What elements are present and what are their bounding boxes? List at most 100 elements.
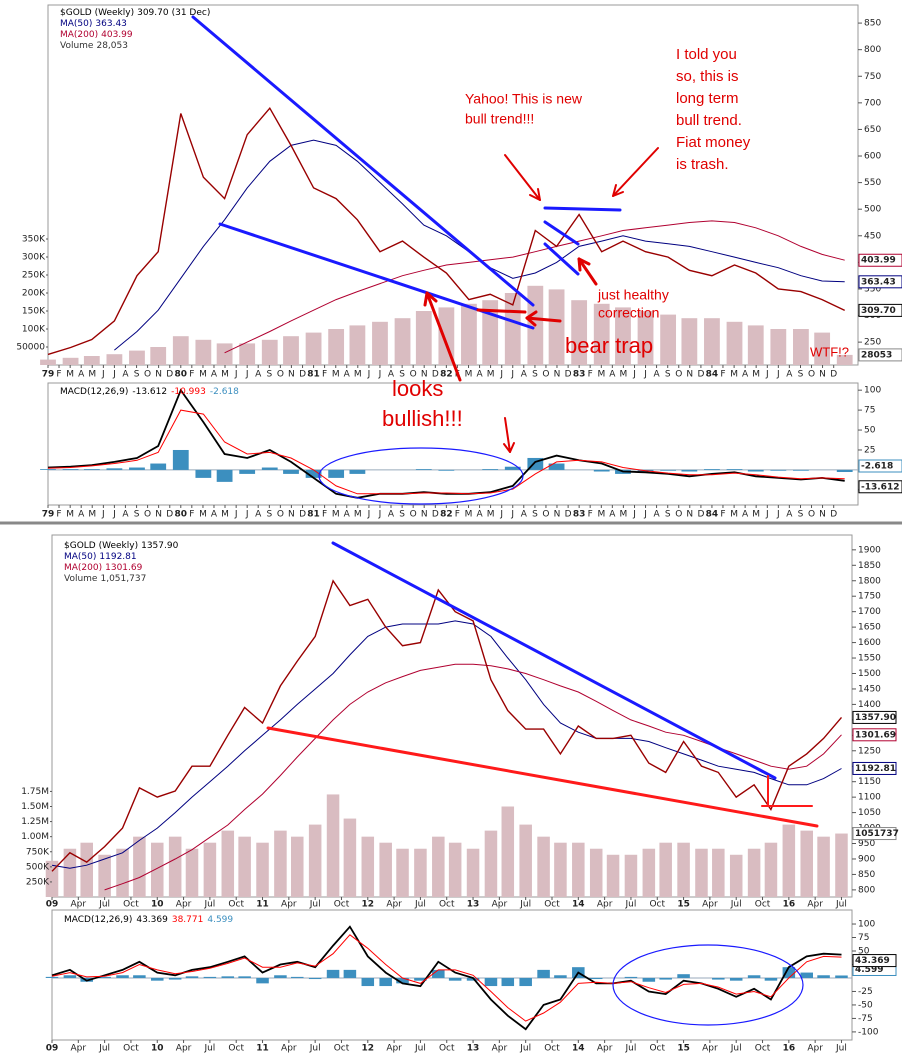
volume-bar xyxy=(835,833,848,897)
x-tick-label: O xyxy=(277,510,284,520)
y-tick-label: 600 xyxy=(864,152,881,162)
volume-bar xyxy=(396,848,409,897)
x-tick-label: N xyxy=(819,510,826,520)
x-tick-label: 81 xyxy=(307,370,320,380)
volume-bar xyxy=(133,836,146,897)
macd-tick-label: -50 xyxy=(858,1000,873,1010)
volume-bar xyxy=(836,354,853,365)
x-tick-label: F xyxy=(56,510,61,520)
price-tag: 1357.90 xyxy=(855,713,896,723)
y-tick-label: 1650 xyxy=(858,623,881,633)
legend-entry: MA(50) 363.43 xyxy=(60,19,127,29)
macd-tick-label: 25 xyxy=(864,445,875,455)
x-tick-label: O xyxy=(410,370,417,380)
volume-bar xyxy=(291,836,304,897)
macd-histogram-bar xyxy=(343,969,357,978)
macd-line xyxy=(47,409,845,495)
x-tick-label: O xyxy=(808,370,815,380)
x-tick-label: D xyxy=(299,370,306,380)
x-tick-label: S xyxy=(532,370,538,380)
annotation: correction xyxy=(598,305,659,321)
x-tick-label: N xyxy=(819,370,826,380)
y-tick-label: 800 xyxy=(858,885,875,895)
volume-bar xyxy=(326,794,340,897)
stock-chart: 2503003504004505005506006507007508008505… xyxy=(16,4,902,520)
x-tick-label: Oct xyxy=(334,900,350,910)
legend-part: -10.993 xyxy=(171,387,206,397)
x-tick-label: O xyxy=(675,370,682,380)
x-tick-label: A xyxy=(609,370,616,380)
volume-bar xyxy=(484,830,498,897)
y-tick-label: 1250 xyxy=(858,746,881,756)
x-tick-label: A xyxy=(786,370,793,380)
volume-bar xyxy=(817,836,830,897)
x-tick-label: J xyxy=(510,510,514,520)
annotation: WTF!? xyxy=(810,344,849,359)
legend-part: 38.771 xyxy=(172,915,204,925)
x-tick-label: A xyxy=(122,370,129,380)
x-tick-label: F xyxy=(588,510,593,520)
ma-tag-box xyxy=(852,728,897,742)
trend-line xyxy=(543,206,622,212)
x-tick-label: 82 xyxy=(440,370,453,380)
volume-bar xyxy=(308,824,322,897)
x-tick-label: Jul xyxy=(98,900,110,910)
volume-bar xyxy=(461,303,477,365)
x-tick-label: S xyxy=(798,510,804,520)
x-tick-label: J xyxy=(510,370,514,380)
volume-bar xyxy=(305,332,322,365)
volume-bar xyxy=(116,848,129,897)
legend-part: -2.618 xyxy=(210,387,239,397)
x-tick-label: Jul xyxy=(309,900,321,910)
x-tick-label: 16 xyxy=(783,1044,796,1054)
macd-line xyxy=(47,388,845,499)
volume-bar xyxy=(129,350,145,365)
macd-histogram-bar xyxy=(726,469,743,470)
macd-tick-label: -25 xyxy=(858,987,873,997)
x-tick-label: Apr xyxy=(71,1044,87,1054)
macd-histogram-bar xyxy=(150,463,167,470)
volume-bar xyxy=(106,354,123,365)
volume-bar xyxy=(40,359,56,365)
legend-entry: $GOLD (Weekly) 309.70 (31 Dec) xyxy=(60,8,210,18)
volume-tag-box xyxy=(858,348,902,362)
volume-bar xyxy=(726,321,743,365)
macd-histogram-bar xyxy=(747,975,761,978)
x-tick-label: F xyxy=(322,370,327,380)
volume-bar xyxy=(554,842,567,897)
macd-histogram-bar xyxy=(239,469,256,474)
macd-histogram-bar xyxy=(527,457,544,470)
trend-line xyxy=(266,726,819,828)
volume-bar xyxy=(45,860,59,897)
y-tick-label: 900 xyxy=(858,854,875,864)
x-tick-label: Oct xyxy=(439,1044,455,1054)
ma-line xyxy=(51,620,842,869)
annotation: looks xyxy=(392,376,443,401)
macd-line xyxy=(51,934,842,1022)
x-tick-label: J xyxy=(367,510,371,520)
x-tick-label: J xyxy=(245,510,249,520)
x-tick-label: M xyxy=(597,510,605,520)
volume-bar xyxy=(185,848,199,897)
volume-tick-label: 1.25M xyxy=(21,817,49,827)
volume-tick-label: 1.00M xyxy=(21,832,49,842)
x-tick-label: S xyxy=(266,510,272,520)
macd-histogram-bar xyxy=(642,977,656,982)
volume-bar xyxy=(593,303,610,365)
x-tick-label: J xyxy=(101,370,105,380)
macd-histogram-bar xyxy=(349,469,366,474)
x-tick-label: D xyxy=(565,370,572,380)
macd-histogram-bar xyxy=(484,977,498,987)
legend-part: 1192.81 xyxy=(99,552,136,562)
x-tick-label: Oct xyxy=(544,1044,560,1054)
volume-tick-label: 350K xyxy=(22,235,46,245)
macd-histogram-bar xyxy=(274,975,287,978)
ma-tag: 1301.69 xyxy=(855,730,896,740)
x-tick-label: J xyxy=(776,510,780,520)
price-panel xyxy=(47,4,859,366)
volume-tick-label: 250K xyxy=(22,271,46,281)
x-tick-label: J xyxy=(632,510,636,520)
x-tick-label: 15 xyxy=(677,1044,690,1054)
macd-tick-label: -75 xyxy=(858,1014,873,1024)
x-tick-label: J xyxy=(234,510,238,520)
